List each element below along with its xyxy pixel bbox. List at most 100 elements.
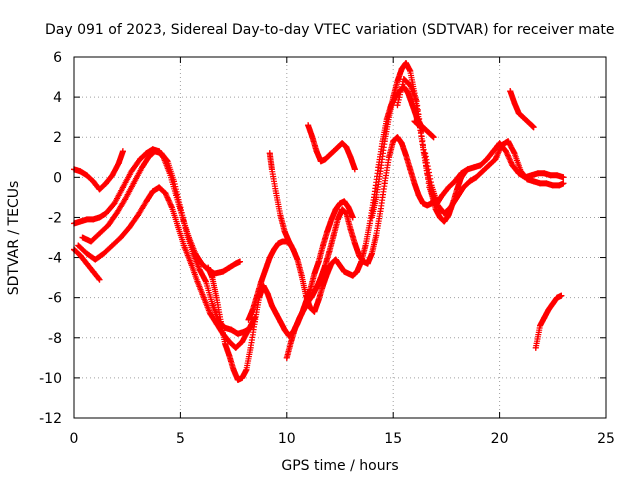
x-tick-label: 5: [176, 431, 185, 447]
data-point: [347, 226, 354, 233]
data-point: [413, 98, 420, 105]
data-point: [377, 168, 384, 175]
data-point: [171, 178, 178, 185]
data-point: [309, 134, 316, 141]
data-point: [520, 114, 527, 121]
data-point: [262, 266, 269, 273]
data-point: [202, 278, 209, 285]
data-point: [366, 220, 373, 227]
data-point: [209, 300, 216, 307]
data-point: [281, 228, 288, 235]
data-point: [347, 154, 354, 161]
data-point: [385, 114, 392, 121]
x-tick-label: 10: [278, 431, 296, 447]
y-axis-label: SDTVAR / TECUs: [6, 181, 22, 296]
series-track-14: [411, 118, 426, 133]
data-point: [77, 252, 84, 259]
data-point: [77, 218, 84, 225]
data-point: [228, 326, 235, 333]
data-point: [311, 308, 318, 315]
data-point: [349, 272, 356, 279]
grid: [74, 57, 606, 418]
data-point: [368, 250, 375, 257]
data-point: [454, 186, 461, 193]
data-point: [485, 162, 492, 169]
chart-title: Day 091 of 2023, Sidereal Day-to-day VTE…: [45, 22, 615, 38]
data-point: [264, 290, 271, 297]
data-point: [319, 242, 326, 249]
data-point: [102, 210, 109, 217]
data-point: [534, 170, 541, 177]
data-point: [505, 138, 512, 145]
data-point: [273, 310, 280, 317]
data-point: [268, 302, 275, 309]
data-point: [390, 94, 397, 101]
data-point: [302, 292, 309, 299]
data-point: [339, 140, 346, 147]
data-point: [532, 344, 539, 351]
data-point: [511, 100, 518, 107]
data-point: [219, 268, 226, 275]
data-point: [207, 310, 214, 317]
data-point: [232, 344, 239, 351]
data-point: [356, 252, 363, 259]
data-point: [398, 66, 405, 73]
data-point: [300, 306, 307, 313]
data-point: [230, 366, 237, 373]
data-point: [181, 244, 188, 251]
data-point: [239, 374, 246, 381]
data-point: [341, 268, 348, 275]
data-point: [458, 170, 465, 177]
data-point: [560, 174, 567, 181]
data-point: [332, 206, 339, 213]
data-point: [419, 200, 426, 207]
data-point: [249, 306, 256, 313]
data-point: [373, 194, 380, 201]
data-point: [394, 78, 401, 85]
data-point: [134, 212, 141, 219]
data-point: [77, 168, 84, 175]
data-points: [71, 60, 567, 383]
data-point: [90, 216, 97, 223]
data-point: [556, 182, 563, 189]
data-point: [460, 184, 467, 191]
data-point: [266, 254, 273, 261]
data-point: [226, 352, 233, 359]
data-point: [149, 188, 156, 195]
data-point: [298, 272, 305, 279]
data-point: [247, 344, 254, 351]
data-point: [275, 240, 282, 247]
data-point: [558, 292, 565, 299]
data-point: [164, 158, 171, 165]
data-point: [83, 216, 90, 223]
data-point: [341, 198, 348, 205]
data-point: [266, 150, 273, 157]
data-point: [83, 250, 90, 257]
data-point: [415, 122, 422, 129]
data-point: [398, 140, 405, 147]
data-point: [281, 326, 288, 333]
data-point: [183, 230, 190, 237]
y-tick-label: -8: [48, 331, 62, 347]
data-point: [294, 256, 301, 263]
data-point: [349, 214, 356, 221]
y-tick-label: -2: [48, 210, 62, 226]
data-point: [537, 180, 544, 187]
data-point: [283, 354, 290, 361]
data-point: [111, 200, 118, 207]
data-point: [317, 158, 324, 165]
y-tick-label: 2: [53, 130, 62, 146]
data-point: [515, 110, 522, 117]
data-point: [96, 214, 103, 221]
data-point: [330, 148, 337, 155]
x-axis-label: GPS time / hours: [281, 458, 398, 474]
data-point: [236, 258, 243, 265]
data-point: [549, 182, 556, 189]
data-point: [490, 148, 497, 155]
data-point: [330, 232, 337, 239]
data-point: [437, 214, 444, 221]
data-point: [196, 266, 203, 273]
data-point: [351, 240, 358, 247]
data-point: [75, 242, 82, 249]
